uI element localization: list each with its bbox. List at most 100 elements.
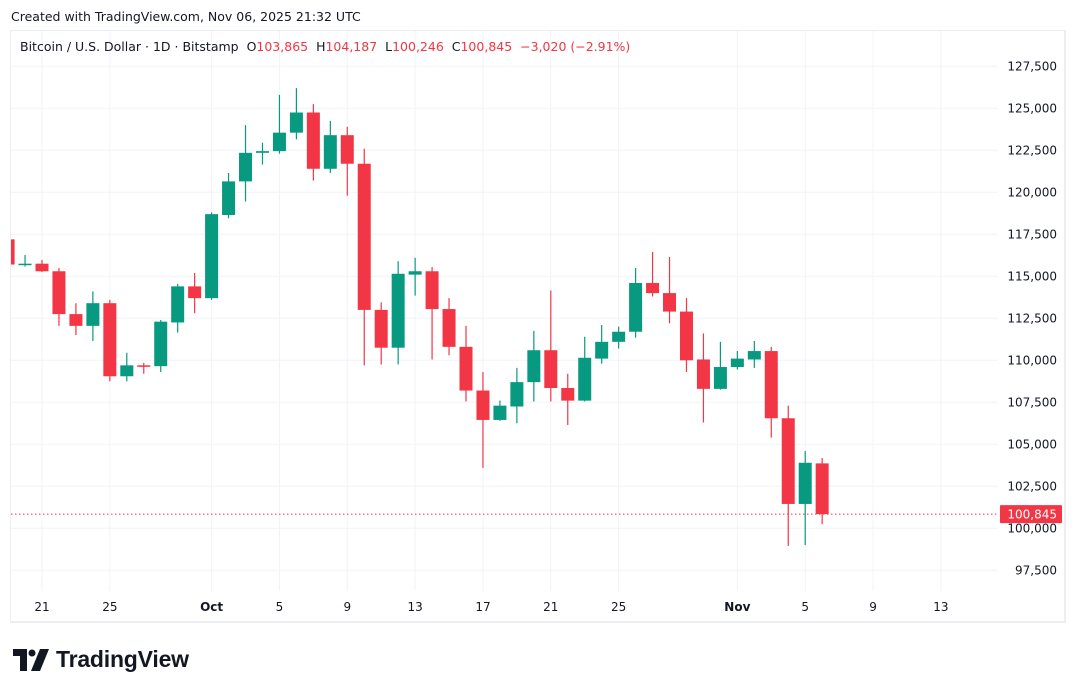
candle-2025-10-22 xyxy=(561,373,575,425)
candle-2025-10-15 xyxy=(442,298,456,356)
candle-body xyxy=(35,263,49,272)
candle-2025-10-13 xyxy=(408,257,422,296)
candle-2025-09-24 xyxy=(86,291,100,341)
candle-body xyxy=(798,462,812,504)
candle-body xyxy=(510,382,524,407)
candle-2025-10-12 xyxy=(391,261,405,365)
y-tick-label: 125,000 xyxy=(1007,101,1057,115)
candle-body xyxy=(11,239,15,265)
candle-body xyxy=(69,314,83,326)
candle-body xyxy=(357,163,371,310)
candle-2025-10-08 xyxy=(323,120,337,173)
change-value: −3,020 (−2.91%) xyxy=(520,39,631,54)
candle-2025-09-23 xyxy=(69,303,83,336)
candle-2025-09-22 xyxy=(52,267,66,326)
y-tick-label: 100,000 xyxy=(1007,521,1057,535)
candle-body xyxy=(696,359,710,389)
candle-2025-10-05 xyxy=(272,94,286,154)
close-label: C xyxy=(451,39,461,54)
candle-body xyxy=(103,303,117,377)
x-tick-label: 21 xyxy=(543,600,558,614)
close-value: 100,845 xyxy=(460,39,513,54)
candle-body xyxy=(137,365,151,367)
low-value: 100,246 xyxy=(392,39,444,54)
candle-body xyxy=(425,271,439,310)
candle-2025-10-17 xyxy=(476,372,490,468)
candle-body xyxy=(663,293,677,312)
x-tick-label: 25 xyxy=(102,600,117,614)
candle-2025-10-24 xyxy=(595,325,609,364)
candle-2025-09-30 xyxy=(188,272,202,314)
high-value: 104,187 xyxy=(325,39,378,54)
candle-body xyxy=(578,357,592,401)
candle-2025-09-29 xyxy=(171,283,185,333)
candle-body xyxy=(374,309,388,348)
candle-body xyxy=(391,273,405,348)
candle-2025-10-28 xyxy=(663,256,677,324)
candle-2025-10-02 xyxy=(222,172,236,219)
x-tick-label: 9 xyxy=(869,600,877,614)
candle-body xyxy=(476,390,490,420)
candle-2025-11-02 xyxy=(747,340,761,368)
candle-body xyxy=(442,309,456,347)
candle-2025-09-27 xyxy=(137,362,151,374)
candle-body xyxy=(764,351,778,419)
candle-body xyxy=(306,112,320,169)
candle-2025-10-20 xyxy=(527,330,541,402)
candle-body xyxy=(561,388,575,401)
candle-2025-10-10 xyxy=(357,148,371,366)
tradingview-logo[interactable]: TradingView xyxy=(13,646,189,673)
candle-2025-10-21 xyxy=(544,290,558,402)
candle-body xyxy=(612,331,626,342)
candle-body xyxy=(747,351,761,360)
candle-body xyxy=(154,321,168,367)
candle-body xyxy=(18,263,32,266)
x-tick-label: 13 xyxy=(933,600,948,614)
x-tick-label: 25 xyxy=(611,600,626,614)
candle-2025-10-06 xyxy=(289,88,303,140)
x-tick-label: 21 xyxy=(34,600,49,614)
y-tick-label: 120,000 xyxy=(1007,185,1057,199)
open-label: O xyxy=(246,39,257,54)
last-price-badge xyxy=(1000,505,1062,524)
candle-2025-09-20 xyxy=(18,254,32,267)
created-with-caption: Created with TradingView.com, Nov 06, 20… xyxy=(11,9,361,24)
candle-2025-11-03 xyxy=(764,346,778,438)
tradingview-logo-icon xyxy=(13,648,49,671)
candle-body xyxy=(459,346,473,391)
candle-2025-09-26 xyxy=(120,352,134,382)
x-tick-label: Oct xyxy=(200,600,223,614)
candle-body xyxy=(222,181,236,215)
candle-2025-10-11 xyxy=(374,302,388,365)
y-tick-label: 97,500 xyxy=(1015,563,1057,577)
open-value: 103,865 xyxy=(256,39,309,54)
candle-2025-10-16 xyxy=(459,325,473,402)
candle-2025-10-26 xyxy=(629,267,643,338)
high-label: H xyxy=(316,39,326,54)
x-tick-label: 13 xyxy=(407,600,422,614)
y-tick-label: 110,000 xyxy=(1007,353,1057,367)
y-tick-label: 115,000 xyxy=(1007,269,1057,283)
candle-body xyxy=(527,350,541,383)
candle-body xyxy=(289,112,303,133)
candle-2025-11-04 xyxy=(781,405,795,546)
candle-body xyxy=(171,286,185,323)
candle-body xyxy=(323,135,337,169)
candle-body xyxy=(272,132,286,152)
x-tick-label: Nov xyxy=(724,600,750,614)
candle-body xyxy=(340,135,354,164)
candle-body xyxy=(188,286,202,299)
x-tick-label: 17 xyxy=(475,600,490,614)
low-label: L xyxy=(385,39,393,54)
y-tick-label: 117,500 xyxy=(1007,227,1057,241)
symbol-legend: Bitcoin / U.S. Dollar · 1D · Bitstamp O1… xyxy=(20,39,630,54)
y-tick-label: 107,500 xyxy=(1007,395,1057,409)
x-tick-label: 5 xyxy=(801,600,809,614)
candle-2025-10-25 xyxy=(612,326,626,349)
candle-2025-09-25 xyxy=(103,299,117,382)
candle-body xyxy=(52,271,66,315)
candle-2025-10-30 xyxy=(696,333,710,423)
candle-2025-10-04 xyxy=(255,142,269,165)
y-tick-label: 122,500 xyxy=(1007,143,1057,157)
